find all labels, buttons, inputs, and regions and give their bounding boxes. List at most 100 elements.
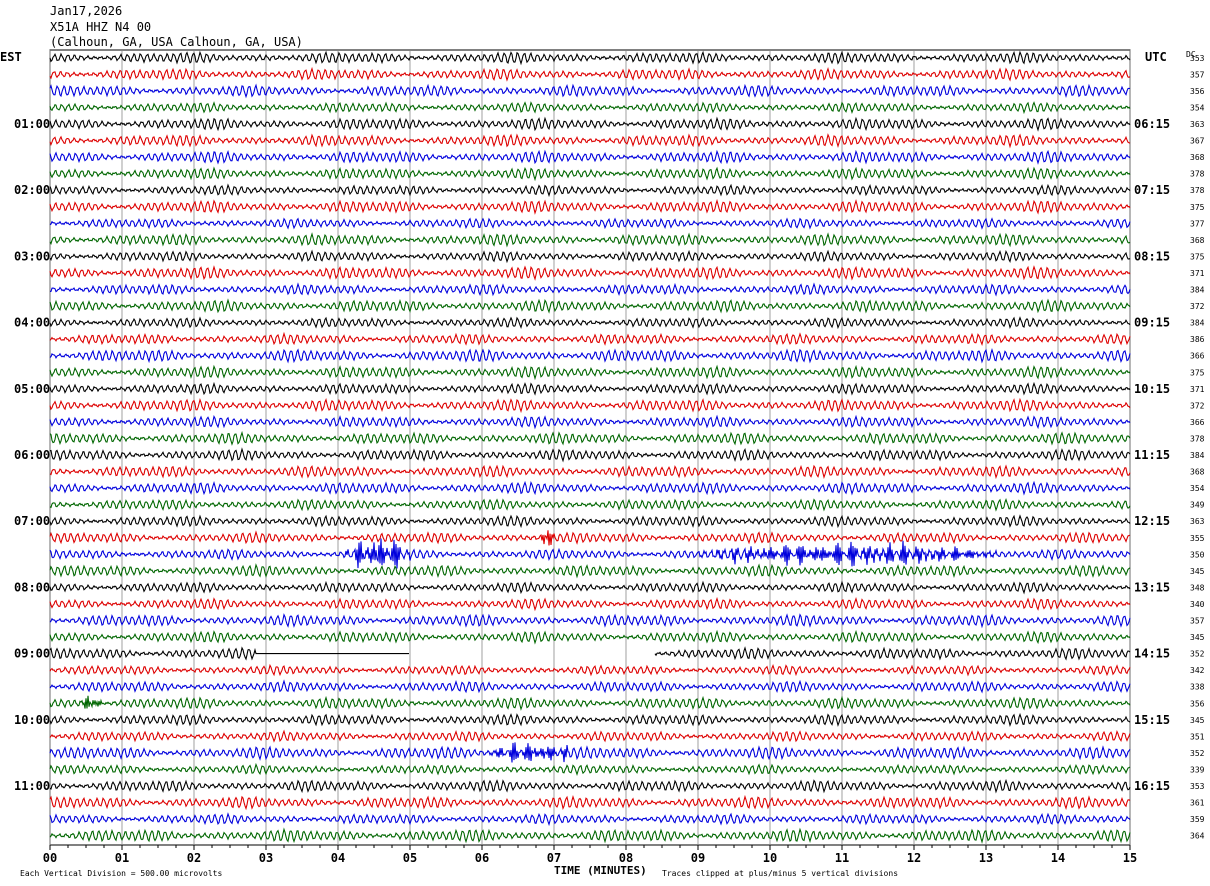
- dc-offset-label: 371: [1190, 269, 1205, 278]
- dc-offset-label: 351: [1190, 732, 1205, 741]
- dc-offset-label: 363: [1190, 120, 1205, 129]
- seismic-trace: [49, 538, 1131, 569]
- seismic-trace: [49, 580, 1131, 595]
- dc-offset-label: 366: [1190, 418, 1205, 427]
- x-tick-label: 10: [763, 851, 777, 865]
- dc-offset-label: 384: [1190, 319, 1205, 328]
- dc-offset-label: 364: [1190, 832, 1205, 841]
- seismic-trace: [49, 198, 1131, 215]
- dc-offset-label: 378: [1190, 170, 1205, 179]
- seismic-trace: [49, 480, 1131, 496]
- seismic-trace: [49, 331, 1131, 347]
- seismic-trace: [49, 812, 1131, 827]
- x-tick-label: 05: [403, 851, 417, 865]
- seismic-trace: [49, 66, 1131, 82]
- dc-offset-label: 384: [1190, 286, 1205, 295]
- left-hour-label: 03:00: [14, 249, 50, 263]
- x-tick-label: 09: [691, 851, 705, 865]
- seismic-traces: [49, 50, 1131, 844]
- left-hour-label: 11:00: [14, 779, 50, 793]
- seismic-trace: [49, 498, 1131, 512]
- right-hour-label: 15:15: [1134, 713, 1170, 727]
- dc-offset-label: 345: [1190, 567, 1205, 576]
- right-hour-label: 14:15: [1134, 647, 1170, 661]
- dc-offset-label: 356: [1190, 87, 1205, 96]
- x-tick-label: 04: [331, 851, 345, 865]
- seismic-trace: [49, 364, 1131, 381]
- x-tick-label: 15: [1123, 851, 1137, 865]
- dc-offset-label: 353: [1190, 54, 1205, 63]
- seismic-trace: [49, 50, 1131, 66]
- dc-offset-label: 352: [1190, 749, 1205, 758]
- seismic-trace: [49, 133, 1131, 149]
- dc-offset-label: 368: [1190, 468, 1205, 477]
- seismic-trace: [49, 249, 1131, 264]
- seismic-trace: [49, 430, 1131, 446]
- seismic-trace: [49, 116, 1131, 132]
- right-hour-label: 09:15: [1134, 316, 1170, 330]
- dc-offset-label: 375: [1190, 203, 1205, 212]
- dc-offset-label: 348: [1190, 583, 1205, 592]
- seismic-trace: [49, 729, 1131, 743]
- dc-offset-label: 377: [1190, 219, 1205, 228]
- header-station: X51A HHZ N4 00: [50, 20, 152, 34]
- scale-note: Each Vertical Division = 500.00 microvol…: [20, 869, 222, 878]
- clip-note: Traces clipped at plus/minus 5 vertical …: [662, 869, 898, 878]
- seismic-trace: [49, 464, 1131, 480]
- right-hour-label: 11:15: [1134, 448, 1170, 462]
- x-axis-label: TIME (MINUTES): [554, 864, 647, 877]
- dc-offset-label: 386: [1190, 335, 1205, 344]
- seismic-trace: [49, 794, 1131, 811]
- seismic-trace: [49, 695, 1131, 711]
- x-tick-label: 02: [187, 851, 201, 865]
- seismic-trace: [49, 663, 1131, 677]
- dc-offset-label: 372: [1190, 401, 1205, 410]
- seismic-trace: [49, 183, 1131, 198]
- seismic-trace: [49, 762, 1131, 776]
- seismic-trace: [49, 530, 1131, 546]
- seismic-trace: [49, 348, 1131, 364]
- seismic-trace: [49, 217, 1131, 230]
- left-hour-label: 01:00: [14, 117, 50, 131]
- dc-offset-label: 384: [1190, 451, 1205, 460]
- right-hour-label: 08:15: [1134, 249, 1170, 263]
- chart-labels: EST UTC DC TIME (MINUTES) Each Vertical …: [0, 50, 1205, 878]
- seismic-trace: [49, 613, 1131, 629]
- dc-header-label: DC: [1186, 50, 1196, 59]
- dc-offset-label: 356: [1190, 699, 1205, 708]
- dc-offset-label: 366: [1190, 352, 1205, 361]
- x-tick-label: 14: [1051, 851, 1065, 865]
- seismic-trace: [49, 514, 1131, 529]
- left-hour-label: 06:00: [14, 448, 50, 462]
- dc-offset-label: 371: [1190, 385, 1205, 394]
- dc-offset-label: 368: [1190, 153, 1205, 162]
- x-tick-label: 07: [547, 851, 561, 865]
- seismic-trace: [49, 265, 1131, 281]
- x-tick-label: 12: [907, 851, 921, 865]
- seismic-trace: [49, 83, 1131, 99]
- dc-offset-label: 354: [1190, 484, 1205, 493]
- dc-offset-label: 339: [1190, 765, 1205, 774]
- left-hour-label: 05:00: [14, 382, 50, 396]
- right-hour-label: 16:15: [1134, 779, 1170, 793]
- dc-offset-label: 352: [1190, 650, 1205, 659]
- right-timezone-label: UTC: [1145, 50, 1167, 64]
- seismic-trace: [49, 232, 1131, 248]
- dc-offset-label: 375: [1190, 368, 1205, 377]
- left-timezone-label: EST: [0, 50, 22, 64]
- x-tick-label: 08: [619, 851, 633, 865]
- dc-offset-label: 342: [1190, 666, 1205, 675]
- seismic-trace: [49, 316, 1131, 330]
- dc-offset-label: 363: [1190, 517, 1205, 526]
- x-tick-label: 03: [259, 851, 273, 865]
- header-location: (Calhoun, GA, USA Calhoun, GA, USA): [50, 35, 303, 49]
- left-hour-label: 04:00: [14, 316, 50, 330]
- dc-offset-label: 355: [1190, 534, 1205, 543]
- seismic-trace: [49, 149, 1131, 165]
- dc-offset-label: 349: [1190, 501, 1205, 510]
- dc-offset-label: 359: [1190, 815, 1205, 824]
- seismic-trace: [49, 381, 1131, 396]
- dc-offset-label: 372: [1190, 302, 1205, 311]
- left-hour-label: 09:00: [14, 647, 50, 661]
